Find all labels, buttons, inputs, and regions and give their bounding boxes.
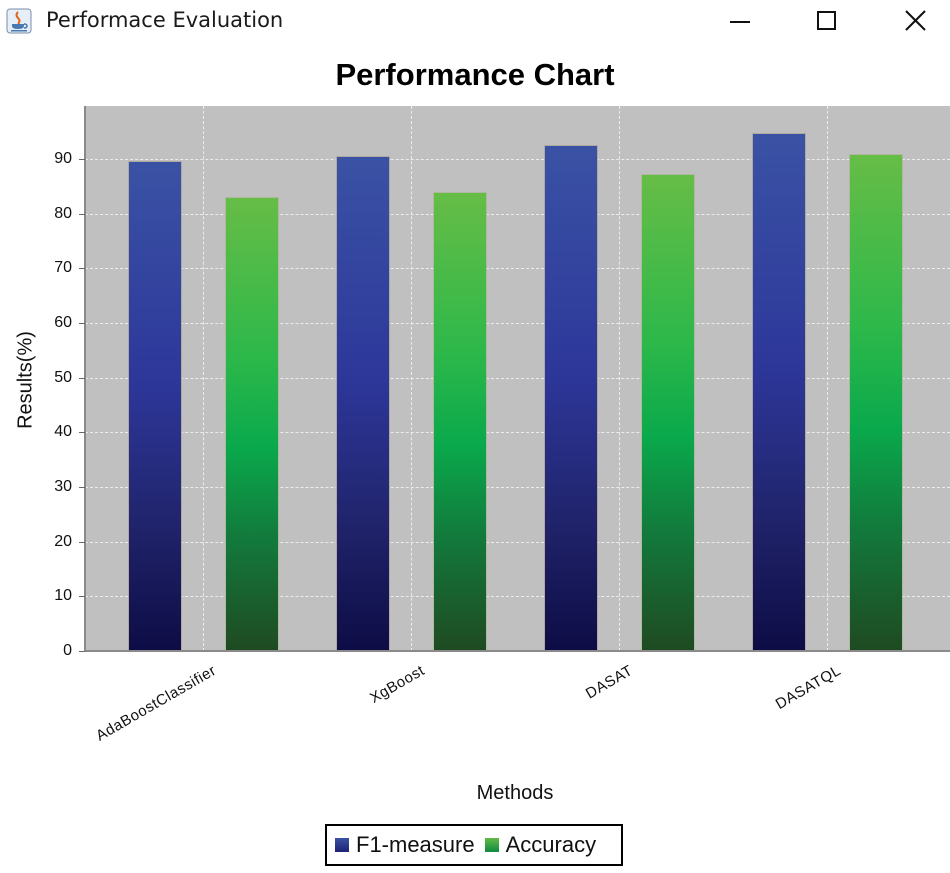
y-axis-line — [84, 106, 86, 652]
bar-f1-measure-dasat — [544, 145, 598, 651]
maximize-button[interactable] — [807, 6, 847, 36]
legend-swatch-f1-icon — [335, 838, 349, 852]
close-button[interactable] — [896, 6, 936, 36]
gridline-horizontal — [85, 487, 950, 488]
close-icon — [905, 10, 926, 31]
plot-area — [85, 106, 950, 651]
maximize-icon — [817, 11, 836, 30]
legend-item-accuracy[interactable]: Accuracy — [484, 832, 597, 858]
bar-f1-measure-dasatql — [752, 133, 806, 651]
legend-label: F1-measure — [356, 832, 475, 857]
x-category-label: AdaBoostClassifier — [93, 662, 220, 745]
y-tick-mark — [79, 487, 85, 488]
x-category-label: DASAT — [582, 662, 636, 703]
gridline-vertical — [827, 106, 828, 651]
gridline-vertical — [619, 106, 620, 651]
y-tick-label: 50 — [54, 368, 72, 386]
y-tick-label: 10 — [54, 587, 72, 605]
y-tick-mark — [79, 323, 85, 324]
window-titlebar: Performace Evaluation — [0, 0, 950, 42]
y-tick-mark — [79, 651, 85, 652]
x-axis-label: Methods — [476, 782, 554, 804]
minimize-button[interactable] — [720, 6, 760, 36]
gridline-horizontal — [85, 268, 950, 270]
bar-accuracy-dasat — [641, 174, 695, 651]
gridline-horizontal — [85, 213, 950, 215]
y-tick-label: 20 — [54, 532, 72, 550]
legend-item-f1-measure[interactable]: F1-measure — [335, 832, 475, 858]
y-tick-label: 90 — [54, 150, 72, 167]
y-tick-mark — [79, 213, 85, 215]
y-axis-label: Results(%) — [14, 331, 37, 429]
y-tick-label: 0 — [63, 642, 72, 659]
y-tick-mark — [79, 268, 85, 270]
minimize-icon — [730, 21, 750, 23]
y-tick-mark — [79, 159, 85, 160]
gridline-vertical — [203, 106, 204, 651]
gridline-horizontal — [85, 323, 950, 324]
bar-f1-measure-adaboostclassifier — [128, 160, 182, 651]
y-tick-mark — [79, 596, 85, 598]
gridline-horizontal — [85, 596, 950, 598]
java-cup-icon — [6, 8, 32, 34]
y-tick-mark — [79, 377, 85, 379]
gridline-vertical — [411, 106, 412, 651]
legend-swatch-accuracy-icon — [484, 838, 499, 852]
legend-label: Accuracy — [505, 832, 597, 857]
gridline-horizontal — [85, 432, 950, 434]
gridline-horizontal — [85, 541, 950, 543]
bar-accuracy-dasatql — [849, 153, 903, 651]
chart-title: Performance Chart — [335, 57, 615, 92]
bar-f1-measure-xgboost — [336, 156, 390, 651]
window-title: Performace Evaluation — [46, 8, 284, 32]
bar-accuracy-xgboost — [433, 191, 487, 651]
y-tick-label: 40 — [54, 423, 72, 441]
gridline-horizontal — [85, 159, 950, 160]
y-tick-label: 30 — [54, 478, 72, 495]
chart-legend: F1-measure Accuracy — [325, 824, 623, 866]
y-tick-label: 60 — [54, 314, 72, 331]
bar-accuracy-adaboostclassifier — [225, 197, 279, 651]
x-category-label: DASATQL — [772, 662, 844, 713]
x-axis-line — [84, 650, 950, 652]
gridline-horizontal — [85, 377, 950, 379]
y-tick-label: 70 — [54, 259, 72, 277]
y-tick-label: 80 — [54, 204, 72, 222]
x-category-label: XgBoost — [366, 662, 428, 707]
y-tick-mark — [79, 541, 85, 543]
y-tick-mark — [79, 432, 85, 434]
